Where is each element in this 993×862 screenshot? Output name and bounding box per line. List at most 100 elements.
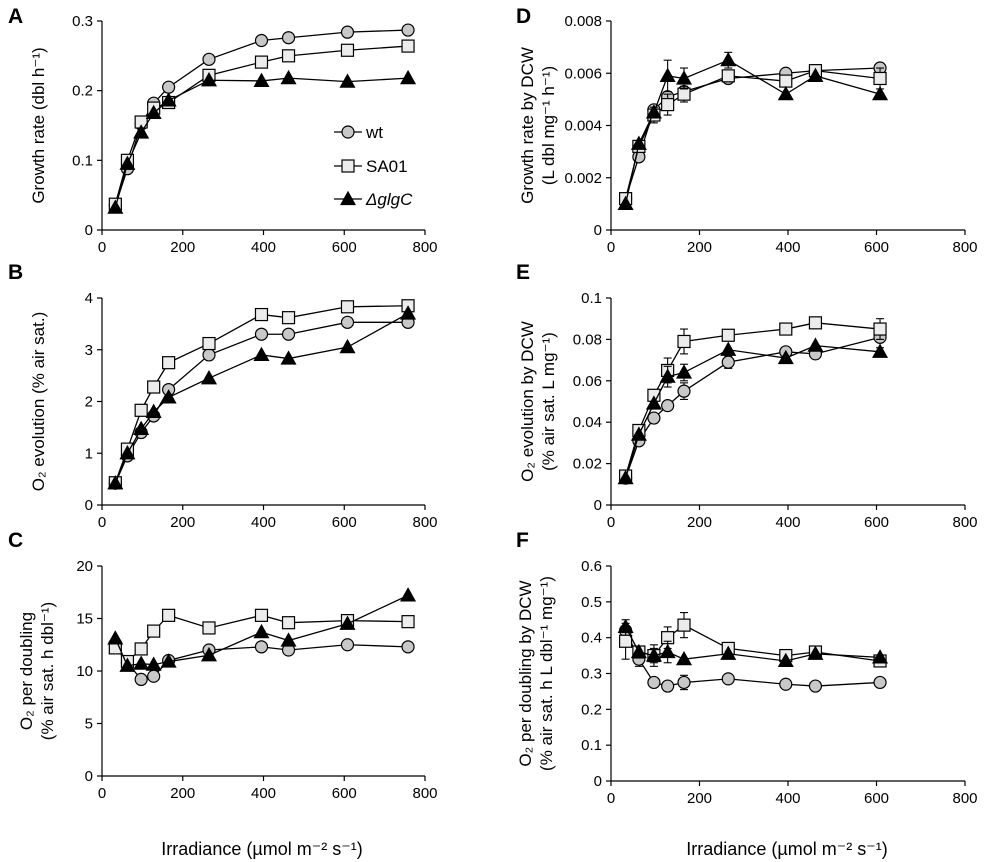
panel-f: F 0 200 400 600 800 0 0.1 0.2 0.3 0.4 0.5 0.6 O₂ per … [516, 529, 978, 807]
panel-b-wt-line [114, 321, 409, 484]
panel-d-sa01-point [677, 87, 691, 101]
panel-a-glgc-point [400, 69, 417, 85]
panel-f-letter: F [516, 529, 529, 552]
panel-d-glgc-point [617, 195, 634, 210]
panel-c-y-axis-label-line: (% air sat. h dbl⁻¹) [38, 602, 57, 740]
panel-f-glgc-point [645, 647, 662, 662]
panel-f-y-tick-label: 0.3 [581, 666, 602, 683]
panel-a-sa01-point [254, 55, 269, 69]
panel-c-glgc-point [253, 623, 270, 639]
panel-a-x-tick-label: 600 [332, 239, 357, 256]
panel-a-sa01-line [114, 45, 409, 205]
panel-a-letter: A [8, 5, 23, 28]
panel-b-glgc-point [133, 420, 150, 436]
panel-a-wt-point [340, 25, 355, 39]
panel-e-x-tick-label: 400 [775, 514, 800, 531]
panel-b-x-tick-label: 800 [412, 514, 437, 531]
panel-a-sa01-point [281, 49, 296, 63]
panel-c-y-axis-label-line: O₂ per doubling [17, 612, 36, 730]
panel-c-wt-point [147, 669, 161, 683]
panel-d-y-tick-label: 0.006 [564, 65, 602, 82]
panel-b-x-tick-label: 400 [251, 514, 276, 531]
panel-b-sa01-point [340, 300, 355, 314]
legend-wt-marker [341, 125, 355, 139]
panel-c-x-tick-label: 0 [98, 785, 106, 802]
panel-b-glgc-point [160, 389, 177, 404]
panel-a-wt-point [281, 31, 296, 45]
panel-d-x-tick-label: 800 [952, 239, 977, 256]
panel-d-letter: D [516, 5, 531, 28]
panel-d-sa01-point [661, 97, 675, 112]
panel-b-x-tick-label: 0 [98, 514, 106, 531]
panel-e-glgc-point [675, 364, 693, 379]
panel-e-sa01-point [779, 322, 793, 336]
panel-c-x-tick-label: 600 [332, 785, 357, 802]
panel-d-glgc-point [720, 51, 737, 67]
panel-c-glgc-point [280, 632, 297, 647]
panel-c-series-glgc [107, 587, 417, 672]
panel-c-y-tick-label: 5 [85, 716, 93, 733]
panel-a-y-tick-label: 0.2 [72, 83, 93, 100]
panel-e-glgc-point [720, 341, 737, 356]
panel-e-y-tick-label: 0.08 [573, 331, 602, 348]
panel-e-y-tick-label: 0.1 [581, 290, 602, 307]
panel-d-series-wt [619, 61, 887, 206]
panel-d-sa01-point [721, 69, 735, 83]
panel-d-y-axis-label: Growth rate by DCW (L dbl mg⁻¹ h⁻¹) [518, 47, 558, 204]
panel-f-y-tick-label: 0 [594, 773, 602, 790]
panel-b-wt-point [281, 327, 296, 341]
panel-c-glgc-point [200, 647, 218, 662]
panel-d-sa01-point [873, 71, 887, 86]
panel-f-x-tick-label: 400 [775, 790, 800, 807]
panel-f-glgc-point [807, 645, 824, 660]
panel-d-y-tick-label: 0 [594, 222, 602, 239]
panel-e-y-tick-label: 0.04 [573, 414, 602, 431]
panel-d-glgc-point [872, 85, 889, 101]
legend: wt SA01 ΔglgC [334, 123, 413, 209]
panel-c-y-tick-label: 0 [85, 768, 93, 785]
panel-d-sa01-point [779, 74, 793, 88]
panel-f-glgc-point [872, 649, 889, 664]
panel-a-wt-point [162, 80, 176, 94]
panel-c-sa01-point [401, 615, 415, 629]
panel-d-glgc-point [659, 67, 676, 82]
panel-a-wt-point [254, 33, 269, 48]
panel-e-glgc-point [630, 426, 647, 441]
panel-d-x-tick-label: 0 [607, 239, 615, 256]
panel-b-glgc-point [280, 350, 297, 365]
panel-f-y-tick-label: 0.5 [581, 594, 602, 611]
panel-e-x-tick-label: 800 [952, 514, 977, 531]
panel-b-y-tick-label: 4 [85, 290, 93, 307]
panel-d-y-axis-label-line: Growth rate by DCW [518, 47, 537, 204]
panel-b-glgc-point [253, 346, 270, 362]
panel-c-glgc-point [119, 657, 136, 672]
panel-c-wt-point [401, 640, 415, 654]
panel-d-y-axis-label-line: (L dbl mg⁻¹ h⁻¹) [539, 66, 558, 185]
panel-f-series-glgc [617, 618, 889, 668]
panel-e-sa01-point [721, 328, 735, 342]
panel-f-y-axis-label-line: O₂ per doubling by DCW [516, 580, 535, 766]
panel-f-y-tick-label: 0.4 [581, 630, 602, 647]
panel-e-y-axis-label-line: O₂ evolution by DCW [518, 321, 537, 482]
panel-c-y-tick-label: 20 [76, 558, 93, 575]
panel-a-y-tick-label: 0.1 [72, 152, 93, 169]
panel-b-glgc-line [114, 312, 409, 484]
panel-a-wt-line [114, 29, 409, 206]
panel-c-sa01-point [147, 624, 161, 638]
panel-a-x-tick-label: 0 [98, 239, 106, 256]
panel-b-x-tick-label: 200 [170, 514, 195, 531]
panel-d-series-glgc [617, 51, 889, 210]
panel-e-x-tick-label: 600 [864, 514, 889, 531]
panel-a-glgc-point [253, 72, 270, 88]
panel-b-y-tick-label: 2 [85, 394, 93, 411]
panel-f-wt-point [677, 675, 691, 690]
panel-d: D 0 200 400 600 800 0 0.002 0.004 0.006 0.008 Growt… [516, 5, 978, 256]
panel-f-glgc-point [659, 643, 676, 659]
panel-c-glgc-point [145, 656, 162, 671]
panel-c-x-tick-label: 800 [412, 785, 437, 802]
panel-b-wt-point [340, 315, 355, 329]
panel-e-wt-point [677, 384, 691, 398]
panel-b-glgc-point [119, 445, 136, 460]
panel-b-series-wt [108, 315, 415, 490]
panel-c-wt-point [134, 672, 148, 687]
